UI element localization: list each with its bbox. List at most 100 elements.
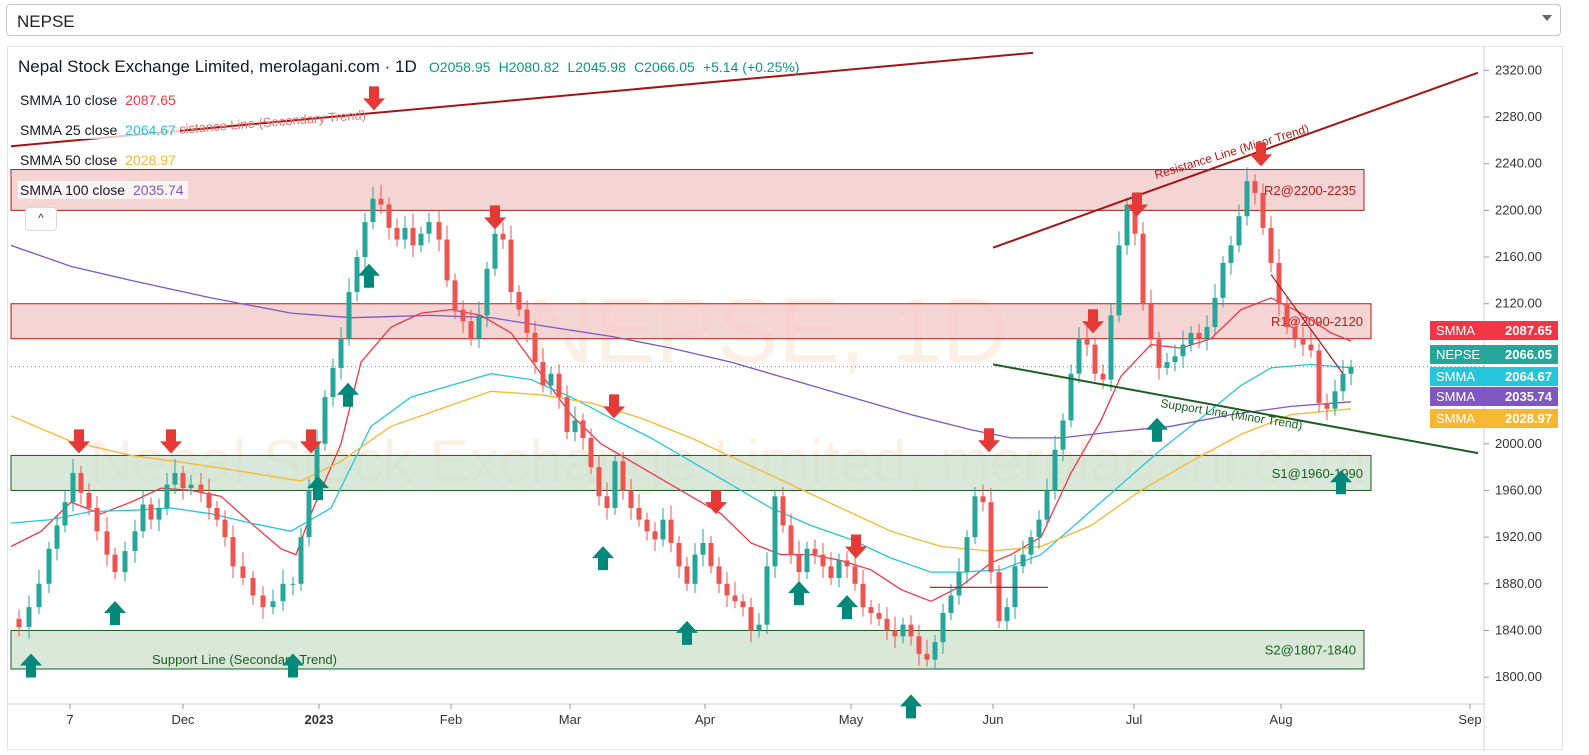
candle-body [540, 362, 546, 386]
price-label-bg [1430, 409, 1558, 428]
price-label-value: 2066.05 [1505, 347, 1552, 362]
candle-body [1092, 344, 1098, 374]
price-label-name: SMMA [1436, 411, 1475, 426]
y-tick-label: 1800.00 [1495, 669, 1542, 684]
price-label-bg [1430, 367, 1558, 386]
x-tick-label: 2023 [305, 712, 334, 727]
arrow-up-icon [337, 382, 359, 407]
arrow-down-icon [363, 86, 385, 111]
candle-body [732, 595, 738, 602]
candle-body [54, 525, 60, 549]
price-label-name: NEPSE [1436, 347, 1480, 362]
arrow-up-icon [282, 653, 304, 678]
candle-body [476, 315, 482, 339]
symbol-select[interactable]: NEPSE [6, 4, 1561, 36]
candle-body [1036, 519, 1042, 538]
x-tick-label: Mar [559, 712, 582, 727]
candle-body [996, 572, 1002, 622]
legend-indicator-smma25[interactable]: SMMA 25 close 2064.67 [18, 121, 180, 139]
zone-label: R2@2200-2235 [1264, 183, 1356, 198]
arrow-down-icon [300, 429, 322, 454]
candle-body [346, 292, 352, 339]
y-tick-label: 1880.00 [1495, 576, 1542, 591]
x-tick-label: Sep [1458, 712, 1481, 727]
legend-indicator-smma50[interactable]: SMMA 50 close 2028.97 [18, 151, 180, 169]
price-label-smma: SMMA 2035.74 [1430, 387, 1558, 406]
x-tick-label: Jun [983, 712, 1004, 727]
candle-body [756, 624, 762, 631]
legend-high: H2080.82 [498, 59, 560, 75]
candle-body [628, 490, 634, 508]
chart-container[interactable]: NEPSE, 1DNepal Stock Exchange Limited, m… [7, 46, 1564, 751]
candle-body [1124, 204, 1130, 246]
candle-body [1228, 245, 1234, 263]
arrow-down-icon [68, 429, 90, 454]
candle-body [868, 607, 874, 613]
candle-body [508, 239, 514, 293]
arrow-up-icon [104, 600, 126, 625]
price-chart[interactable]: NEPSE, 1DNepal Stock Exchange Limited, m… [8, 47, 1564, 751]
candle-body [104, 531, 110, 555]
candle-body [426, 222, 432, 234]
arrow-down-icon [845, 534, 867, 559]
x-tick-label: Dec [171, 712, 195, 727]
candle-body [402, 227, 408, 240]
candle-body [1260, 192, 1266, 228]
candle-body [180, 472, 186, 489]
arrow-down-icon [603, 394, 625, 419]
candle-body [1324, 402, 1330, 409]
candle-body [280, 583, 286, 602]
candle-body [206, 492, 212, 508]
arrow-up-icon [307, 476, 329, 501]
candle-body [362, 222, 368, 258]
candle-body [956, 572, 962, 596]
price-label-name: SMMA [1436, 323, 1475, 338]
candle-body [556, 373, 562, 398]
candle-body [26, 607, 32, 627]
candle-body [492, 233, 498, 269]
legend-indicator-smma100[interactable]: SMMA 100 close 2035.74 [18, 181, 188, 199]
candle-body [484, 268, 490, 316]
candle-body [418, 233, 424, 246]
candle-body [240, 566, 246, 578]
candle-body [1268, 227, 1274, 263]
candle-body [684, 566, 690, 584]
candle-body [1116, 245, 1122, 316]
chevron-down-icon[interactable] [1542, 15, 1552, 21]
price-label-smma: SMMA 2028.97 [1430, 409, 1558, 428]
legend-close: C2066.05 [634, 59, 695, 75]
candle-body [844, 560, 850, 567]
candle-body [1188, 332, 1194, 345]
trendline-short-resistance [1270, 274, 1344, 375]
candle-body [764, 566, 770, 625]
arrow-down-icon [160, 429, 182, 454]
series-line-4 [10, 244, 1352, 439]
candle-body [394, 227, 400, 240]
arrow-up-icon [1146, 417, 1168, 442]
candle-body [1332, 391, 1338, 409]
candle-body [1020, 554, 1026, 567]
arrow-up-icon [1330, 470, 1352, 495]
candle-body [820, 554, 826, 567]
candle-body [378, 198, 384, 205]
y-tick-label: 2320.00 [1495, 62, 1542, 77]
legend-indicator-smma10[interactable]: SMMA 10 close 2087.65 [18, 91, 180, 109]
trendline-2 [992, 71, 1479, 249]
legend-low: L2045.98 [567, 59, 626, 75]
price-label-value: 2087.65 [1505, 323, 1552, 338]
candle-body [1196, 332, 1202, 339]
y-tick-label: 1960.00 [1495, 482, 1542, 497]
price-label-value: 2028.97 [1505, 411, 1552, 426]
arrow-down-icon [1250, 142, 1272, 167]
y-tick-label: 2280.00 [1495, 109, 1542, 124]
candle-body [724, 583, 730, 596]
y-tick-label: 2000.00 [1495, 436, 1542, 451]
price-label-bg [1430, 387, 1558, 406]
y-tick-label: 2120.00 [1495, 296, 1542, 311]
price-label-value: 2064.67 [1505, 369, 1552, 384]
legend-collapse-button[interactable]: ^ [25, 207, 57, 231]
candle-body [1244, 181, 1250, 217]
legend-title: Nepal Stock Exchange Limited, merolagani… [18, 57, 417, 76]
price-label-smma: SMMA 2087.65 [1430, 321, 1558, 340]
candle-body [828, 566, 834, 578]
